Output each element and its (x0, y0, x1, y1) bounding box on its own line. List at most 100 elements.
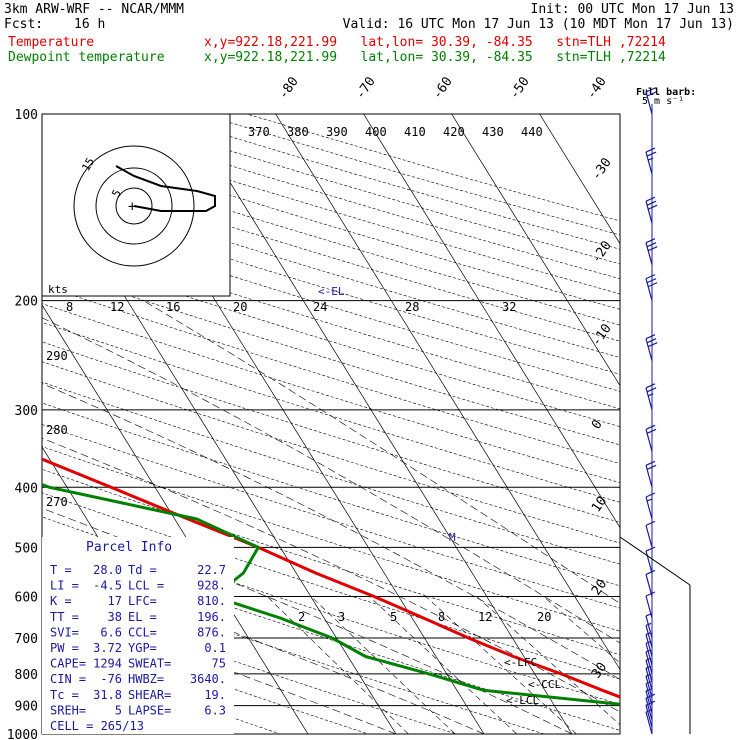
parcel-label-right: SHEAR= (128, 688, 171, 702)
wind-barb-full (646, 428, 657, 434)
wind-barb-shaft (645, 574, 653, 597)
parcel-value-left: 38 (108, 610, 122, 624)
dry-adiabat (42, 468, 620, 656)
wind-barb-full (645, 196, 656, 202)
marker-el: <-EL (318, 285, 345, 298)
hodograph-ring-outer (73, 145, 195, 267)
mixing-ratio-label-upper: 16 (166, 300, 180, 314)
theta-label: 420 (443, 125, 465, 139)
marker-lfc: <-LFC (504, 656, 537, 669)
temperature-tick: 30 (589, 660, 610, 681)
wind-barb-shaft (645, 525, 653, 548)
mixing-ratio-label-lower: 5 (390, 610, 397, 624)
moist-adiabat (143, 300, 620, 604)
wind-barb (645, 492, 656, 520)
dry-adiabat (42, 341, 620, 523)
wind-barb-full (646, 200, 657, 206)
parcel-value-left: 5 (115, 703, 122, 717)
wind-barb-full (646, 338, 657, 344)
parcel-info-title: Parcel Info (86, 540, 172, 555)
isotherm-line (275, 114, 620, 671)
isotherm-line (451, 114, 620, 387)
wind-barb-half (646, 498, 653, 502)
isotherm-line (539, 114, 620, 245)
marker-lcl: <-LCL (506, 694, 539, 707)
parcel-value-left: 31.8 (93, 688, 122, 702)
parcel-label-right: Td = (128, 563, 157, 577)
wind-barb (645, 460, 657, 488)
parcel-info-box: Parcel Info T = 28.0 Td = 22.7 LI = -4.5 LCL =… (42, 537, 234, 734)
temperature-tick: -30 (589, 155, 615, 183)
valid-time: Valid: 16 UTC Mon 17 Jun 13 (10 MDT Mon … (342, 17, 734, 32)
frame-diagonal (619, 536, 691, 586)
dry-adiabat (42, 322, 620, 503)
parcel-value-right: 0.1 (204, 641, 226, 655)
wind-barb-full (645, 520, 656, 526)
pressure-label: 400 (15, 481, 38, 496)
mixing-ratio-label-lower: 12 (478, 610, 492, 624)
wind-barb (645, 613, 653, 639)
wind-barb-full (645, 274, 656, 280)
dry-adiabat (42, 492, 620, 680)
wind-barb-shaft (645, 668, 653, 691)
mixing-ratio-line (543, 596, 620, 664)
mixing-ratio-label-upper: 24 (313, 300, 327, 314)
mixing-ratio-line (369, 596, 517, 734)
wind-barb-half (645, 613, 652, 617)
theta-label: 430 (482, 125, 504, 139)
mixing-ratio-label-upper: 8 (66, 300, 73, 314)
temperature-tick: -10 (589, 321, 615, 349)
isotherm-line (363, 114, 620, 529)
parcel-label-right: SWEAT= (128, 657, 171, 671)
wind-barb-shaft (645, 705, 653, 728)
temperature-tick-labels: -80-70-60-50-40-30-20-10010203040 (276, 74, 615, 681)
temperature-location: x,y=922.18,221.99 lat,lon= 30.39, -84.35… (204, 35, 666, 50)
pressure-labels: 100 200 300 400 500 600 700 800 900 1000 (7, 108, 38, 740)
wind-barb-full (646, 242, 657, 248)
wind-barb-full (646, 151, 657, 157)
parcel-label-left: T = (50, 563, 72, 577)
temperature-tick: -80 (276, 74, 302, 102)
mixing-ratio-line (310, 596, 456, 734)
wind-barb-half (645, 709, 652, 713)
mixing-ratio-label-upper: 12 (110, 300, 124, 314)
wind-barb (645, 424, 657, 452)
mixing-ratio-line (425, 596, 577, 734)
parcel-cell-motion: CELL = 265/13 (50, 719, 144, 733)
init-time: Init: 00 UTC Mon 17 Jun 13 (530, 2, 735, 17)
wind-barb-shaft (645, 675, 653, 699)
wind-barb-full (645, 334, 656, 340)
dry-adiabat-label: 270 (46, 495, 68, 509)
hodograph-trace (115, 165, 216, 212)
wind-barb-full (645, 424, 656, 430)
parcel-label-right: HWBZ= (128, 672, 164, 686)
wind-barb (645, 383, 657, 410)
temperature-tick: -50 (507, 74, 533, 102)
parcel-info-background (42, 537, 234, 734)
temperature-tick: -20 (589, 238, 615, 266)
wind-barb (645, 274, 658, 301)
parcel-label-left: CAPE= (50, 657, 86, 671)
parcel-value-left: 28.0 (93, 563, 122, 577)
wind-barb-full (647, 282, 658, 288)
parcel-value-left: 3.72 (93, 641, 122, 655)
parcel-value-right: 810. (197, 594, 226, 608)
temperature-tick: -70 (353, 74, 379, 102)
moist-adiabat (42, 559, 485, 734)
mixing-ratio-label-lower: 20 (537, 610, 551, 624)
dry-adiabat (42, 266, 620, 446)
wind-barb-full (647, 246, 658, 252)
dewpoint-trace (42, 482, 620, 706)
parcel-value-right: 22.7 (197, 563, 226, 577)
wind-barb-shaft (645, 595, 653, 619)
parcel-value-right: 19. (204, 688, 226, 702)
wind-barb-shaft (645, 615, 653, 639)
dewpoint-location: x,y=922.18,221.99 lat,lon= 30.39, -84.35… (204, 50, 666, 65)
wind-barb-full (647, 342, 658, 348)
parcel-label-right: LCL = (128, 579, 164, 593)
forecast-label: Fcst: (4, 17, 44, 32)
parcel-value-left: 1294 (93, 657, 122, 671)
parcel-value-right: 75 (212, 657, 226, 671)
wind-barb (645, 238, 658, 265)
